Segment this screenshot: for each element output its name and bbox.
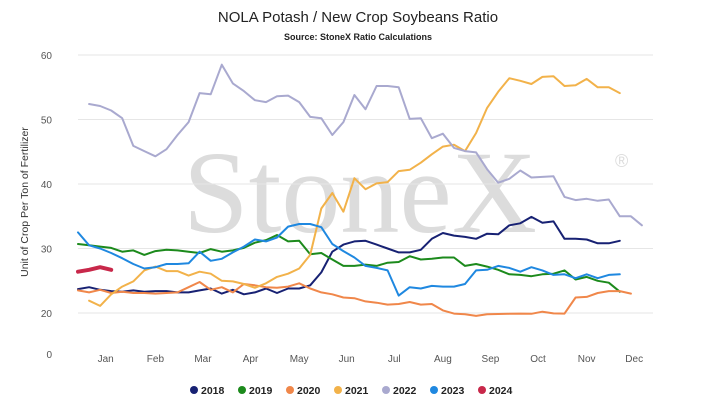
series-line-2019 bbox=[77, 234, 621, 293]
legend-item-2018[interactable]: 2018 bbox=[190, 385, 225, 397]
series-line-2018 bbox=[77, 215, 621, 296]
series-line-2024 bbox=[76, 265, 114, 274]
legend-item-2021[interactable]: 2021 bbox=[334, 385, 369, 397]
x-tick-label: Aug bbox=[434, 354, 452, 365]
legend-label: 2022 bbox=[393, 385, 417, 397]
chart-title: NOLA Potash / New Crop Soybeans Ratio bbox=[218, 9, 498, 26]
legend-marker bbox=[286, 386, 294, 394]
series-line-2022 bbox=[88, 63, 643, 227]
y-tick-label: 60 bbox=[41, 51, 53, 62]
y-tick-label: 30 bbox=[41, 245, 53, 256]
x-tick-label: Sep bbox=[482, 354, 500, 365]
legend-marker bbox=[238, 386, 246, 394]
legend-marker bbox=[334, 386, 342, 394]
legend-label: 2019 bbox=[249, 385, 273, 397]
series-line-2020 bbox=[77, 281, 632, 317]
x-tick-label: Apr bbox=[243, 354, 259, 365]
x-tick-label: Oct bbox=[530, 354, 546, 365]
y-tick-label: 0 bbox=[46, 350, 52, 361]
y-axis-ticks: 0 20 30 40 50 60 bbox=[41, 51, 53, 361]
series-line-2023 bbox=[77, 223, 621, 297]
legend-marker bbox=[478, 386, 486, 394]
legend-item-2020[interactable]: 2020 bbox=[286, 385, 321, 397]
legend-item-2023[interactable]: 2023 bbox=[430, 385, 465, 397]
y-tick-label: 40 bbox=[41, 180, 53, 191]
legend[interactable]: 2018 2019 2020 2021 2022 2023 2024 bbox=[190, 385, 513, 397]
legend-label: 2023 bbox=[441, 385, 465, 397]
legend-label: 2024 bbox=[489, 385, 513, 397]
watermark-text: StoneX bbox=[183, 127, 537, 258]
y-tick-label: 50 bbox=[41, 116, 53, 127]
legend-marker bbox=[190, 386, 198, 394]
watermark-registered-mark: ® bbox=[615, 151, 628, 171]
x-axis-ticks: Jan Feb Mar Apr May Jun Jul Aug Sep Oct Nov Dec bbox=[98, 354, 644, 365]
series-lines bbox=[76, 63, 643, 317]
x-tick-label: Feb bbox=[147, 354, 165, 365]
y-axis-label: Unit of Crop Per Ton of Fertilizer bbox=[19, 127, 31, 277]
legend-item-2022[interactable]: 2022 bbox=[382, 385, 417, 397]
legend-item-2024[interactable]: 2024 bbox=[478, 385, 513, 397]
legend-label: 2021 bbox=[345, 385, 369, 397]
x-tick-label: May bbox=[290, 354, 309, 365]
chart-subtitle: Source: StoneX Ratio Calculations bbox=[284, 32, 432, 42]
legend-marker bbox=[430, 386, 438, 394]
y-tick-label: 20 bbox=[41, 309, 53, 320]
x-tick-label: Jul bbox=[388, 354, 401, 365]
x-tick-label: Jun bbox=[339, 354, 355, 365]
legend-label: 2020 bbox=[297, 385, 321, 397]
x-tick-label: Jan bbox=[98, 354, 114, 365]
legend-item-2019[interactable]: 2019 bbox=[238, 385, 273, 397]
legend-marker bbox=[382, 386, 390, 394]
x-tick-label: Mar bbox=[194, 354, 212, 365]
x-tick-label: Nov bbox=[578, 354, 596, 365]
x-tick-label: Dec bbox=[625, 354, 643, 365]
legend-label: 2018 bbox=[201, 385, 225, 397]
series-line-2021 bbox=[88, 75, 621, 307]
